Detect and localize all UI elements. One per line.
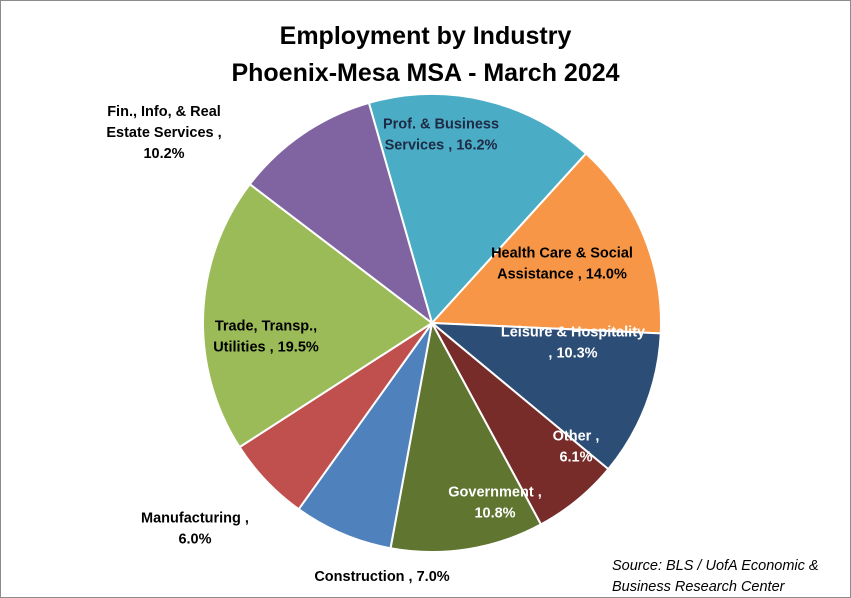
chart-title-line2: Phoenix-Mesa MSA - March 2024 xyxy=(231,59,620,87)
slice-label-line: 6.0% xyxy=(178,532,211,548)
slice-label: Health Care & Social Assistance , 14.0% xyxy=(491,246,633,283)
slice-label: Government , 10.8% xyxy=(448,485,541,522)
slice-label-line: Fin., Info, & Real xyxy=(107,104,221,120)
slice-label-line: Prof. & Business xyxy=(383,117,499,133)
pie-slice xyxy=(429,321,662,471)
pie-slice xyxy=(389,320,543,553)
pie-slice xyxy=(202,182,434,449)
slice-label: Prof. & Business Services , 16.2% xyxy=(383,117,499,154)
slice-label-line: Other , xyxy=(553,429,600,445)
source-note: Source: BLS / UofA Economic & Business R… xyxy=(612,556,819,598)
chart-title-line1: Employment by Industry xyxy=(279,22,572,50)
slice-label-line: Utilities , 19.5% xyxy=(213,340,319,356)
slice-label: Trade, Transp., Utilities , 19.5% xyxy=(213,319,319,356)
slice-label-line: Services , 16.2% xyxy=(385,138,498,154)
source-line-1: Source: BLS / UofA Economic & xyxy=(612,558,819,574)
slice-label-line: Trade, Transp., xyxy=(215,319,317,335)
slice-label-line: 6.1% xyxy=(559,450,592,466)
pie-slice xyxy=(429,152,662,335)
slice-label-line: Manufacturing , xyxy=(141,511,249,527)
slice-label-line: 10.2% xyxy=(143,146,184,162)
slice-label-line: Government , xyxy=(448,485,541,501)
pie-slice xyxy=(248,101,434,326)
slice-label-line: Estate Services , xyxy=(106,125,221,141)
slice-label-line: Construction , 7.0% xyxy=(314,569,449,585)
slice-label-line: Leisure & Hospitality xyxy=(501,325,645,341)
slice-label: Construction , 7.0% xyxy=(314,569,449,585)
slice-label: Leisure & Hospitality , 10.3% xyxy=(501,325,645,362)
slice-label-line: , 10.3% xyxy=(548,346,597,362)
slice-label-line: Health Care & Social xyxy=(491,246,633,262)
slice-label-line: Assistance , 14.0% xyxy=(497,267,627,283)
slice-label: Other , 6.1% xyxy=(553,429,600,466)
slice-label-line: 10.8% xyxy=(474,506,515,522)
slice-label: Fin., Info, & Real Estate Services , 10.2% xyxy=(106,104,221,162)
slice-label: Manufacturing , 6.0% xyxy=(141,511,249,548)
source-line-2: Business Research Center xyxy=(612,579,785,595)
pie-slice xyxy=(367,93,588,326)
